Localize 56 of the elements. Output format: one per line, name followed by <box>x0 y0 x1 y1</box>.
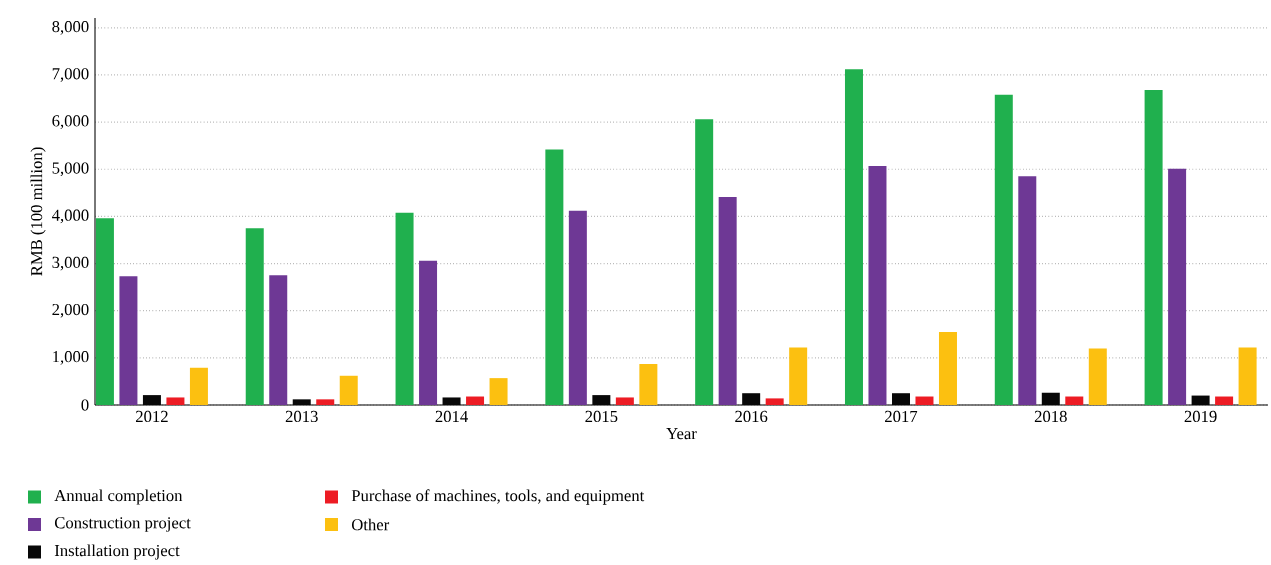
x-tick-label: 2016 <box>735 410 768 423</box>
y-tick-label: 3,000 <box>52 256 89 271</box>
bar <box>844 69 863 405</box>
bar <box>695 119 714 405</box>
bar <box>119 276 138 405</box>
y-tick-label: 1,000 <box>53 351 89 365</box>
bar <box>765 398 784 405</box>
legend-label: Other <box>351 518 390 531</box>
bar <box>868 165 887 405</box>
bar <box>189 367 208 405</box>
bar <box>316 399 335 405</box>
bar <box>718 197 737 405</box>
bar <box>568 210 587 405</box>
y-tick-label: 8,000 <box>52 20 89 35</box>
y-tick-label: 6,000 <box>52 115 89 129</box>
bar <box>395 212 414 405</box>
legend-label: Annual completion <box>54 489 183 505</box>
bar <box>615 397 634 405</box>
bar <box>994 94 1013 405</box>
x-tick-label: 2015 <box>585 410 618 423</box>
legend-label: Construction project <box>54 517 191 532</box>
x-tick-label: 2018 <box>1034 410 1067 423</box>
y-tick-label: 0 <box>81 399 89 411</box>
y-tick-label: 2,000 <box>52 303 89 318</box>
bar <box>915 396 934 405</box>
legend-label: Purchase of machines, tools, and equipment <box>351 489 645 505</box>
bar <box>1018 176 1037 405</box>
bar <box>419 260 438 405</box>
bar <box>545 149 564 405</box>
y-tick-label: 7,000 <box>52 68 89 82</box>
bar <box>789 347 808 405</box>
x-tick-label: 2013 <box>285 410 318 423</box>
bar <box>1144 90 1163 405</box>
bar <box>339 375 358 405</box>
bar <box>938 331 957 405</box>
y-axis-title: RMB (100 million) <box>30 147 46 276</box>
bar <box>166 397 185 405</box>
y-tick-label: 5,000 <box>52 162 89 177</box>
bar <box>489 378 508 405</box>
x-tick-label: 2019 <box>1184 410 1217 423</box>
bar <box>1238 347 1257 405</box>
x-tick-label: 2012 <box>136 410 168 423</box>
bar <box>1215 396 1234 405</box>
x-axis-title: Year <box>666 428 697 440</box>
bar <box>466 396 485 405</box>
bar <box>1065 396 1084 405</box>
bar <box>639 363 658 405</box>
bar <box>269 275 288 405</box>
bar <box>95 218 114 405</box>
y-tick-label: 4,000 <box>52 209 89 224</box>
legend-label: Installation project <box>54 544 180 560</box>
x-tick-label: 2017 <box>885 410 918 423</box>
bar <box>245 228 264 405</box>
bar <box>1168 168 1187 405</box>
x-tick-label: 2014 <box>435 410 468 423</box>
bar <box>1088 348 1107 405</box>
